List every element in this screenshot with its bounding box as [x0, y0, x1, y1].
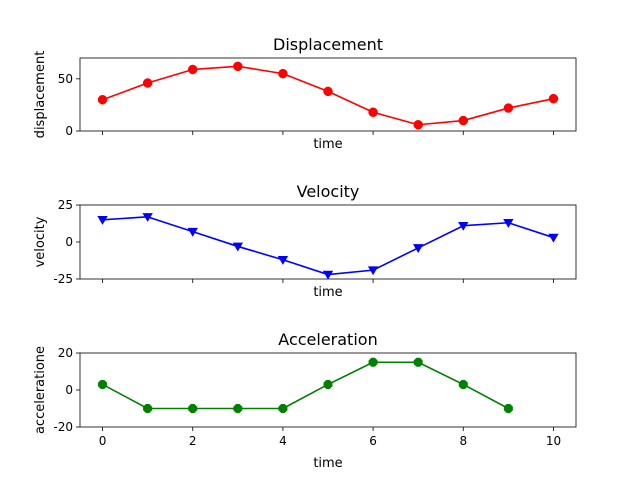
acceleration-xlabel: time	[313, 456, 342, 471]
acceleration-series-line	[102, 361, 509, 410]
acceleration-data-point	[98, 379, 108, 389]
velocity-ytick-label: 25	[58, 198, 73, 212]
velocity-data-point	[548, 233, 559, 243]
velocity-data-point	[322, 270, 334, 280]
acceleration-xtick-label: 0	[99, 434, 107, 448]
acceleration-axes-frame	[79, 352, 577, 428]
velocity-data-point	[142, 213, 153, 222]
acceleration-data-point	[143, 404, 153, 413]
acceleration-data-point	[413, 357, 423, 367]
displacement-data-point	[368, 107, 378, 117]
velocity-data-point	[503, 218, 514, 228]
acceleration-xtick-label: 6	[369, 434, 377, 448]
displacement-ytick-label: 0	[65, 124, 73, 138]
velocity-title: Velocity	[297, 182, 360, 201]
displacement-data-point	[323, 86, 333, 97]
velocity-data-point	[277, 255, 289, 265]
acceleration-data-point	[503, 404, 513, 413]
acceleration-data-point	[233, 404, 243, 413]
acceleration-ytick-label: -20	[53, 420, 73, 434]
displacement-data-point	[278, 68, 288, 79]
acceleration-ylabel: acceleratione	[33, 346, 48, 434]
acceleration-data-point	[458, 379, 468, 389]
displacement-data-point	[548, 93, 559, 104]
acceleration-xtick-label: 10	[546, 434, 561, 448]
velocity-data-point	[187, 227, 198, 237]
displacement-data-point	[503, 103, 514, 113]
acceleration-ytick-label: 20	[58, 346, 73, 360]
acceleration-ytick-label: 0	[65, 383, 73, 397]
displacement-xlabel: time	[313, 137, 342, 152]
displacement-axes-frame	[79, 57, 577, 132]
acceleration-xtick-label: 8	[459, 434, 467, 448]
displacement-ylabel: displacement	[33, 51, 48, 139]
displacement-data-point	[97, 94, 108, 105]
displacement-data-point	[187, 64, 198, 75]
velocity-data-point	[367, 266, 379, 276]
acceleration-data-point	[188, 404, 198, 413]
velocity-data-point	[458, 221, 469, 231]
velocity-ylabel: velocity	[33, 216, 48, 267]
displacement-data-point	[458, 115, 469, 126]
velocity-xlabel: time	[313, 285, 342, 300]
acceleration-data-point	[368, 357, 378, 367]
displacement-ytick-label: 50	[58, 72, 73, 86]
acceleration-xtick-label: 2	[189, 434, 197, 448]
velocity-subplot: Velocity -25 0 25 time velocity	[33, 182, 577, 300]
displacement-data-point	[142, 78, 153, 88]
displacement-title: Displacement	[273, 35, 383, 54]
velocity-data-point	[97, 216, 108, 225]
acceleration-xtick-label: 4	[279, 434, 287, 448]
velocity-data-point	[232, 242, 244, 252]
displacement-subplot: Displacement 0 50 time displacement	[33, 35, 577, 152]
acceleration-data-point	[278, 404, 288, 413]
displacement-data-point	[413, 119, 423, 130]
velocity-series-line	[102, 216, 554, 276]
displacement-data-point	[233, 61, 243, 72]
velocity-ytick-label: -25	[53, 272, 73, 286]
velocity-data-point	[412, 244, 424, 253]
acceleration-subplot: Acceleration 0 2 4 6 8 10 -20 0 20 time acceleratio…	[33, 330, 577, 471]
velocity-axes-frame	[79, 204, 577, 280]
acceleration-title: Acceleration	[278, 330, 377, 349]
velocity-ytick-label: 0	[65, 235, 73, 249]
acceleration-data-point	[323, 379, 333, 389]
